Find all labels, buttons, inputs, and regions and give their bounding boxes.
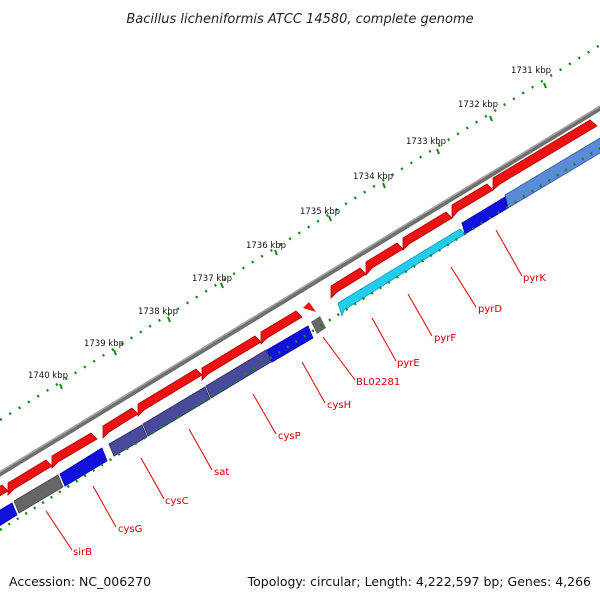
map-title: Bacillus licheniformis ATCC 14580, compl…	[126, 12, 473, 27]
gene-feature	[303, 302, 316, 312]
gene-feature	[142, 386, 211, 437]
accession-text: Accession: NC_006270	[9, 574, 151, 589]
kbp-label-1737: 1737 kbp	[192, 274, 232, 284]
gene-label-pyrF: pyrF	[434, 333, 456, 344]
gene-feature	[492, 119, 598, 191]
gene-label-pyrD: pyrD	[478, 304, 502, 315]
genome-summary-text: Topology: circular; Length: 4,222,597 bp…	[247, 574, 591, 589]
scale-major-ticks	[59, 82, 547, 390]
gene-label-pyrE: pyrE	[397, 358, 420, 369]
gene-labels: pyrK pyrD pyrF pyrE BL02281 cysH cysP sa…	[73, 273, 546, 558]
gene-feature	[13, 474, 64, 514]
kbp-label-1739: 1739 kbp	[84, 339, 124, 349]
gene-feature	[402, 211, 453, 251]
gene-label-sat: sat	[214, 467, 229, 478]
scale-labels: 1731 kbp 1732 kbp 1733 kbp 1734 kbp 1735…	[28, 66, 551, 381]
gene-label-cysP: cysP	[278, 431, 301, 442]
backbone-arc	[0, 105, 600, 477]
kbp-label-1735: 1735 kbp	[300, 207, 340, 217]
gene-feature	[0, 502, 18, 527]
scale-dotted-track	[0, 43, 600, 422]
kbp-label-1736: 1736 kbp	[246, 241, 286, 251]
gene-label-sirB: sirB	[73, 547, 92, 558]
gene-feature	[7, 459, 53, 496]
kbp-label-1731: 1731 kbp	[511, 66, 551, 76]
kbp-label-1740: 1740 kbp	[28, 371, 68, 381]
backbone-highlight	[0, 105, 600, 473]
gene-feature	[330, 267, 367, 299]
forward-gene-track	[0, 119, 598, 497]
gene-label-cysG: cysG	[118, 524, 142, 535]
kbp-label-1734: 1734 kbp	[353, 172, 393, 182]
gene-label-BL02281: BL02281	[356, 377, 400, 388]
gene-label-cysC: cysC	[165, 496, 189, 507]
gene-feature	[108, 424, 148, 457]
gene-feature	[102, 407, 139, 439]
gene-feature	[205, 349, 272, 399]
gene-feature	[337, 228, 466, 318]
gene-feature	[451, 183, 494, 220]
gene-feature	[201, 335, 262, 381]
gene-feature	[0, 484, 9, 497]
gene-label-pyrK: pyrK	[523, 273, 546, 284]
kbp-label-1738: 1738 kbp	[138, 307, 178, 317]
kbp-label-1733: 1733 kbp	[406, 137, 446, 147]
gene-feature	[365, 242, 404, 277]
kbp-label-1732: 1732 kbp	[458, 100, 498, 110]
label-leader-lines	[45, 229, 523, 551]
gene-feature	[311, 316, 326, 334]
reverse-gene-track	[0, 137, 600, 527]
gene-feature	[59, 447, 108, 487]
gene-label-cysH: cysH	[327, 400, 351, 411]
